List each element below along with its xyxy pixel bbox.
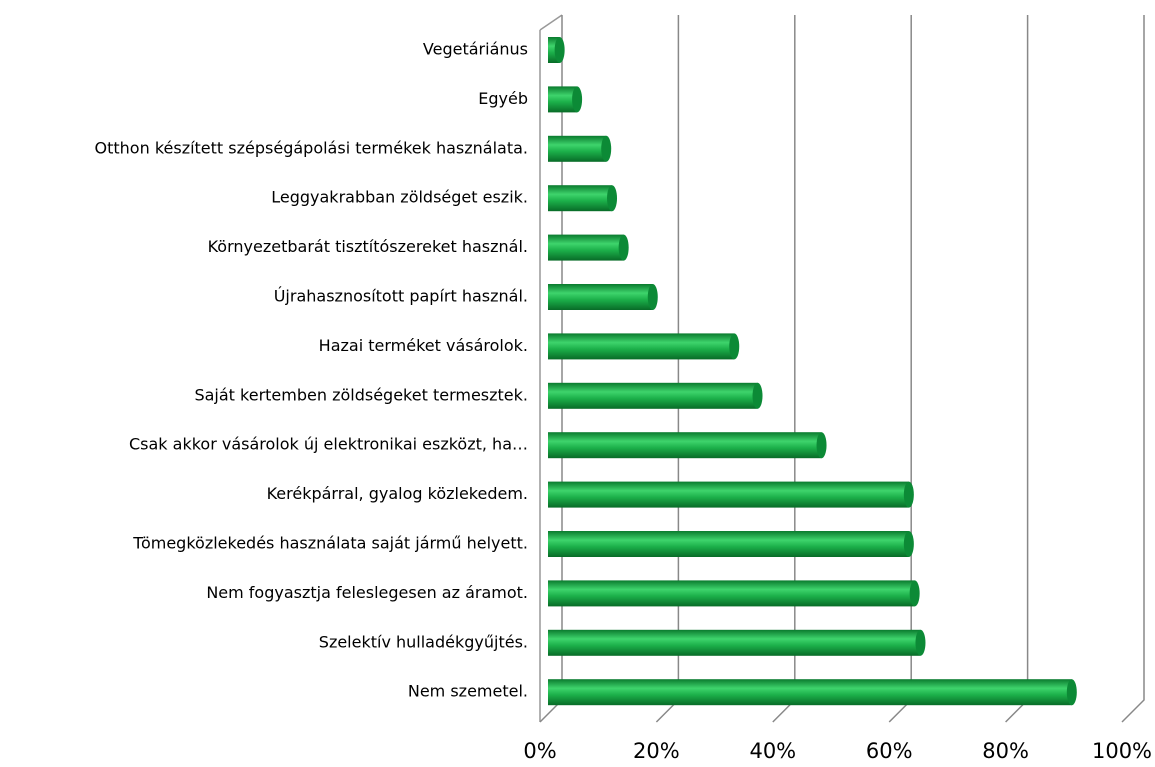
bar bbox=[548, 284, 653, 310]
bar-cap bbox=[752, 382, 763, 409]
y-tick-label: Leggyakrabban zöldséget eszik. bbox=[271, 188, 528, 207]
bar-cap bbox=[618, 234, 629, 261]
y-tick-label: Csak akkor vásárolok új elektronikai esz… bbox=[129, 435, 528, 454]
y-tick-label: Hazai terméket vásárolok. bbox=[319, 336, 528, 355]
bar-cap bbox=[554, 37, 565, 63]
grid-line bbox=[539, 15, 563, 723]
y-tick-label: Vegetáriánus bbox=[423, 40, 528, 59]
x-tick-label: 80% bbox=[982, 739, 1029, 763]
grid-line bbox=[888, 15, 912, 723]
grid-line bbox=[655, 15, 680, 723]
bar-cap bbox=[647, 284, 658, 310]
y-tick-label: Nem szemetel. bbox=[408, 682, 528, 701]
x-tick-label: 100% bbox=[1092, 739, 1152, 763]
bar bbox=[548, 580, 915, 607]
bar bbox=[548, 432, 822, 459]
bar-cap bbox=[903, 531, 914, 557]
grid-line bbox=[1005, 15, 1029, 723]
y-tick-label: Kerékpárral, gyalog közlekedem. bbox=[267, 484, 528, 503]
bar bbox=[548, 382, 758, 409]
grid-line bbox=[1121, 15, 1145, 723]
x-tick-label: 60% bbox=[866, 739, 913, 763]
y-tick-label: Újrahasznosított papírt használ. bbox=[274, 287, 528, 306]
y-tick-label: Otthon készített szépségápolási termékek… bbox=[95, 138, 528, 157]
y-tick-label: Tömegközlekedés használata saját jármű h… bbox=[132, 534, 528, 553]
bar bbox=[548, 37, 560, 63]
bar bbox=[548, 333, 735, 360]
bar bbox=[548, 234, 624, 261]
bar bbox=[548, 629, 921, 656]
bar bbox=[548, 185, 613, 212]
y-tick-label: Saját kertemben zöldségeket termesztek. bbox=[194, 385, 528, 404]
y-tick-label: Szelektív hulladékgyűjtés. bbox=[319, 632, 528, 651]
grid-line bbox=[772, 15, 796, 723]
bar-cap bbox=[601, 135, 612, 162]
y-tick-label: Környezetbarát tisztítószereket használ. bbox=[208, 237, 528, 256]
bar bbox=[548, 679, 1072, 706]
bar-cap bbox=[572, 86, 583, 113]
bar bbox=[548, 531, 909, 557]
bar-cap bbox=[1066, 679, 1077, 706]
bar-cap bbox=[816, 432, 827, 459]
bar-cap bbox=[607, 185, 618, 212]
x-tick-label: 0% bbox=[523, 739, 556, 763]
bar-cap bbox=[729, 333, 740, 360]
bar-cap bbox=[915, 629, 926, 656]
bar-cap bbox=[909, 580, 920, 607]
bar-cap bbox=[903, 481, 914, 508]
y-tick-label: Egyéb bbox=[478, 89, 528, 108]
x-tick-label: 40% bbox=[749, 739, 796, 763]
bar bbox=[548, 135, 607, 162]
bar bbox=[548, 481, 909, 508]
x-tick-label: 20% bbox=[633, 739, 680, 763]
y-tick-label: Nem fogyasztja feleslegesen az áramot. bbox=[206, 583, 528, 602]
axis-wall bbox=[539, 14, 563, 31]
